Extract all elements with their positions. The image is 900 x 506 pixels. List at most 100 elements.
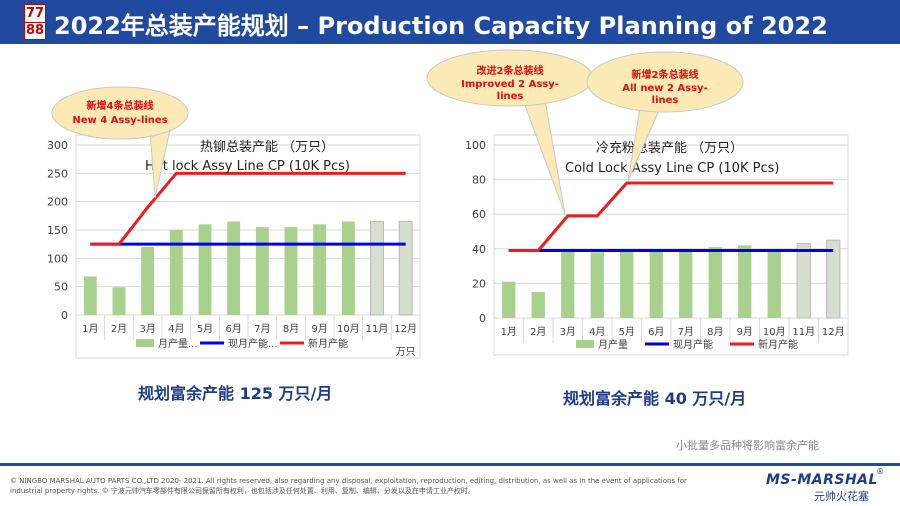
chart-0-legend-label: 新月产能: [308, 337, 348, 350]
chart-0-x-tick-label: 6月: [225, 323, 241, 335]
chart-1-bar: [679, 248, 693, 318]
chart-0-y-tick-label: 100: [47, 252, 68, 265]
chart-0-title-cn: 热铆总装产能 （万只）: [200, 140, 334, 155]
chart-1-x-tick-label: 1月: [501, 326, 517, 338]
chart-1-bar: [708, 247, 722, 318]
chart-1-bar: [738, 245, 752, 318]
chart-0-x-tick-label: 10月: [337, 323, 360, 335]
chart-0-series-line-1: [90, 171, 406, 246]
chart-0-bar: [141, 247, 155, 315]
callout-1-1-text-en: All new 2 Assy-: [622, 83, 707, 94]
chart-1-bar: [796, 243, 811, 319]
note-text: 小批量多品种将影响富余产能: [676, 439, 819, 452]
chart-0-plot-border: [75, 134, 421, 359]
chart-1-legend-label: 新月产能: [758, 338, 798, 351]
callout-1-0-text-en: Improved 2 Assy-: [461, 79, 559, 90]
chart-0-bar: [112, 287, 126, 315]
callout-1-0-text-cn: 改进2条总装线: [477, 64, 544, 77]
page-title: 2022年总装产能规划 – Production Capacity Planni…: [54, 12, 828, 40]
chart-0-x-tick-label: 9月: [311, 323, 327, 335]
chart-1-title-cn: 冷充粉总装产能 （万只）: [596, 140, 743, 156]
chart-1-bar: [502, 281, 516, 318]
chart-1-bar: [590, 252, 604, 318]
chart-1-x-tick-label: 3月: [560, 326, 576, 338]
chart-1-x-tick-label: 9月: [737, 326, 753, 338]
logo-bottom: 88: [25, 23, 45, 38]
callout-0-0-bubble: [51, 86, 189, 140]
chart-0-bar: [169, 230, 183, 315]
callout-1-1-bubble: [586, 51, 744, 113]
chart-0-bar: [370, 221, 384, 316]
chart-1-legend-swatch: [576, 340, 594, 348]
brand-logo: MS-MARSHAL: [766, 472, 878, 488]
chart-1-y-tick-label: 40: [472, 243, 486, 256]
chart-1-x-tick-label: 12月: [822, 326, 845, 338]
logo-top: 77: [25, 6, 45, 23]
callout-1-1-text-en-cont: lines: [652, 95, 679, 106]
chart-0-bar: [83, 276, 97, 315]
chart-1-y-tick-label: 60: [472, 208, 486, 221]
chart-1-title-en: Cold Lock Assy Line CP (10K Pcs): [565, 161, 779, 176]
chart-1-legend-label: 月产量: [598, 338, 628, 351]
chart-1-legend-label: 现月产能: [673, 338, 713, 351]
chart-0-x-tick-label: 4月: [168, 323, 184, 335]
callout-0-0-text-cn: 新增4条总装线: [87, 99, 154, 112]
chart-0-x-tick-label: 12月: [394, 323, 417, 335]
chart-0-bar: [313, 224, 327, 315]
chart-1-y-tick-label: 0: [479, 312, 486, 325]
chart-1-bar: [767, 250, 781, 318]
chart-1-bar: [826, 239, 841, 319]
chart-1-x-tick-label: 4月: [589, 326, 605, 338]
chart-1-y-tick-label: 20: [472, 277, 486, 290]
summary-hot-lock: 规划富余产能 125 万只/月: [138, 384, 333, 403]
chart-0-y-tick-label: 250: [47, 167, 68, 180]
chart-0-unit-label: 万只: [396, 347, 416, 358]
callout-1-1-text-cn: 新增2条总装线: [632, 68, 699, 81]
chart-1-y-tick-label: 100: [465, 139, 486, 152]
chart-0-bar: [284, 227, 298, 315]
chart-0-bar: [398, 221, 413, 316]
chart-1-x-tick-label: 8月: [707, 326, 723, 338]
copyright-text: © NINGBO MARSHAL AUTO PARTS CO.,LTD 2020…: [10, 477, 687, 495]
callout-1-0-text-en-cont: lines: [497, 91, 524, 102]
footer-divider: [0, 463, 900, 466]
chart-1-plot-border: [493, 134, 849, 356]
chart-0-x-tick-label: 5月: [197, 323, 213, 335]
chart-0-x-tick-label: 8月: [283, 323, 299, 335]
chart-0-y-tick-label: 300: [47, 139, 68, 152]
chart-0-legend-label: 月产量...: [158, 337, 198, 350]
chart-0-legend-label: 现月产能...: [228, 337, 278, 350]
chart-1-y-tick-label: 80: [472, 174, 486, 187]
chart-0-bar: [198, 224, 212, 315]
chart-1-x-tick-label: 11月: [792, 326, 815, 338]
callout-1-0-pointer: [522, 99, 566, 215]
chart-0-x-tick-label: 3月: [139, 323, 155, 335]
summary-cold-lock: 规划富余产能 40 万只/月: [563, 389, 747, 408]
chart-0-y-tick-label: 200: [47, 196, 68, 209]
chart-0-y-tick-label: 50: [54, 281, 68, 294]
chart-0-bar: [255, 227, 269, 315]
chart-1-x-tick-label: 5月: [619, 326, 635, 338]
chart-0-bar: [341, 221, 355, 315]
chart-0-legend-swatch: [136, 339, 154, 347]
chart-1-x-tick-label: 10月: [763, 326, 786, 338]
chart-0-x-tick-label: 11月: [366, 323, 389, 335]
chart-0-y-tick-label: 0: [61, 309, 68, 322]
chart-1-series-line-1: [508, 181, 834, 253]
chart-0-title-en: Hot lock Assy Line CP (10K Pcs): [145, 159, 350, 174]
chart-0-x-tick-label: 1月: [82, 323, 98, 335]
company-logo: 77 88: [24, 4, 46, 40]
chart-1-bar: [561, 250, 575, 318]
chart-1-bar: [620, 250, 634, 318]
title-bar: 77 88 2022年总装产能规划 – Production Capacity …: [0, 0, 900, 44]
chart-1-x-tick-label: 7月: [678, 326, 694, 338]
chart-0-y-tick-label: 150: [47, 224, 68, 237]
chart-1-bar: [649, 250, 663, 318]
chart-1-x-tick-label: 2月: [530, 326, 546, 338]
chart-1-bar: [531, 292, 545, 318]
chart-1-x-tick-label: 6月: [648, 326, 664, 338]
chart-0-bar: [227, 221, 241, 315]
brand-subtitle: 元帅火花塞: [814, 490, 869, 503]
chart-0-x-tick-label: 7月: [254, 323, 270, 335]
